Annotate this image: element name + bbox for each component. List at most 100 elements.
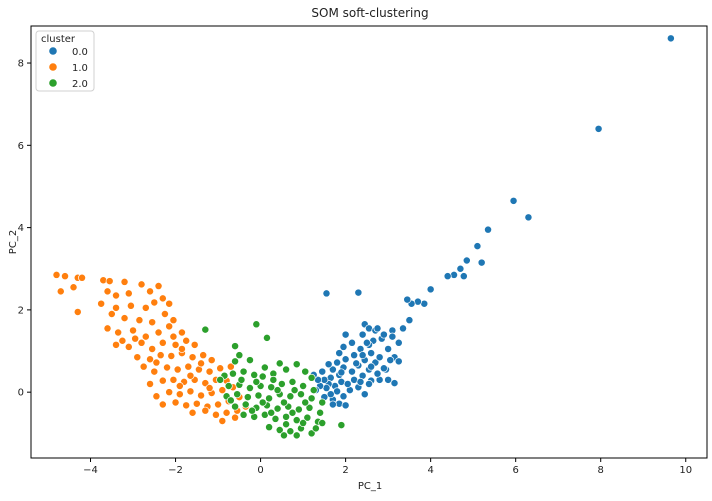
data-point-2.0-4: [231, 357, 240, 366]
data-point-0.0-64: [333, 387, 342, 396]
data-point-2.0-77: [311, 424, 320, 433]
data-point-0.0-1: [594, 124, 603, 133]
data-point-0.0-28: [354, 288, 363, 297]
data-point-0.0-93: [388, 332, 397, 341]
data-point-2.0-79: [275, 359, 284, 368]
data-point-2.0-70: [248, 406, 257, 415]
data-point-2.0-19: [246, 384, 254, 393]
chart-title: SOM soft-clustering: [311, 6, 428, 20]
legend-marker-0: [49, 47, 57, 55]
data-point-2.0-28: [243, 393, 252, 402]
data-point-1.0-14: [124, 289, 133, 298]
data-point-2.0-63: [226, 396, 235, 405]
data-point-2.0-21: [267, 383, 276, 392]
data-point-0.0-89: [394, 357, 403, 366]
data-point-1.0-77: [158, 400, 167, 409]
data-point-2.0-62: [216, 375, 225, 384]
data-point-1.0-10: [137, 280, 146, 289]
data-point-1.0-34: [165, 322, 174, 331]
legend-box: [35, 30, 95, 92]
data-point-1.0-55: [173, 365, 182, 374]
data-point-2.0-60: [318, 419, 327, 427]
data-point-0.0-68: [341, 401, 350, 410]
data-point-1.0-56: [184, 362, 193, 371]
y-tick-label-0: 0: [18, 388, 24, 399]
legend-label-1: 1.0: [72, 63, 88, 74]
data-point-1.0-43: [190, 340, 199, 349]
data-point-0.0-8: [456, 264, 465, 273]
data-point-1.0-25: [135, 316, 144, 325]
data-point-1.0-32: [141, 332, 150, 341]
data-point-0.0-53: [339, 342, 348, 351]
data-point-1.0-60: [226, 362, 235, 371]
data-point-1.0-0: [52, 270, 61, 279]
data-point-2.0-65: [258, 398, 267, 407]
data-point-2.0-45: [239, 410, 248, 419]
data-point-1.0-4: [69, 283, 78, 292]
data-point-0.0-18: [399, 324, 407, 333]
data-point-1.0-9: [120, 277, 129, 286]
data-points: [52, 34, 675, 440]
data-point-0.0-85: [373, 369, 382, 378]
data-point-1.0-61: [146, 379, 154, 388]
data-point-2.0-17: [224, 382, 233, 390]
data-point-1.0-69: [152, 392, 161, 401]
data-point-1.0-36: [112, 340, 120, 349]
data-point-2.0-78: [260, 363, 269, 372]
data-point-2.0-73: [299, 419, 308, 427]
x-tick-label-1: −2: [168, 465, 183, 476]
data-point-2.0-51: [303, 413, 312, 422]
data-point-2.0-16: [307, 373, 316, 382]
data-point-1.0-73: [197, 391, 206, 400]
data-point-1.0-59: [216, 364, 225, 373]
data-point-2.0-48: [271, 414, 280, 423]
data-point-0.0-92: [379, 330, 388, 339]
data-point-1.0-46: [156, 351, 165, 360]
data-point-1.0-93: [177, 345, 186, 353]
data-point-1.0-66: [201, 379, 210, 388]
data-point-0.0-83: [337, 368, 346, 377]
data-point-1.0-78: [171, 398, 180, 407]
data-point-1.0-63: [169, 375, 178, 384]
data-point-1.0-18: [126, 301, 135, 310]
data-point-1.0-75: [218, 386, 227, 395]
data-point-0.0-55: [341, 355, 350, 364]
data-point-2.0-76: [282, 420, 291, 429]
x-axis-label: PC_1: [358, 481, 382, 492]
data-point-2.0-75: [252, 377, 261, 386]
data-point-0.0-47: [365, 379, 373, 388]
data-point-1.0-26: [148, 318, 157, 327]
data-point-1.0-41: [171, 340, 180, 349]
data-point-2.0-37: [241, 400, 250, 409]
data-point-1.0-87: [211, 410, 220, 419]
x-axis-ticks: −4 −2 0 2 4 6 8 10: [83, 458, 692, 476]
data-point-1.0-45: [146, 355, 154, 364]
x-tick-label-4: 4: [427, 465, 433, 476]
legend-label-2: 2.0: [72, 79, 88, 90]
data-point-1.0-94: [186, 371, 195, 380]
data-point-2.0-42: [294, 405, 303, 414]
data-point-0.0-82: [356, 377, 365, 386]
data-point-0.0-2: [524, 213, 533, 222]
data-point-2.0-64: [237, 375, 246, 384]
data-point-1.0-44: [133, 353, 142, 362]
data-point-2.0-11: [258, 372, 267, 381]
data-point-0.0-20: [394, 338, 403, 347]
data-point-0.0-24: [384, 375, 393, 384]
data-point-2.0-68: [290, 386, 299, 395]
data-point-0.0-16: [403, 295, 412, 304]
data-point-2.0-23: [288, 377, 297, 386]
data-point-2.0-54: [275, 426, 284, 434]
data-point-2.0-72: [288, 408, 297, 417]
data-point-2.0-10: [250, 370, 259, 379]
data-point-2.0-24: [299, 382, 308, 390]
data-point-0.0-4: [484, 225, 492, 234]
data-point-1.0-20: [150, 298, 159, 307]
data-point-2.0-8: [228, 369, 237, 378]
data-point-0.0-69: [326, 390, 335, 399]
x-tick-label-5: 6: [512, 465, 518, 476]
data-point-1.0-6: [73, 307, 82, 316]
